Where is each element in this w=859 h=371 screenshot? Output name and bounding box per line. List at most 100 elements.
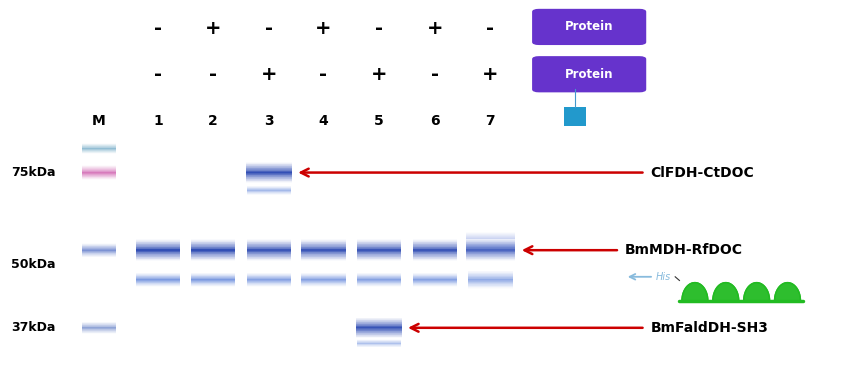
Bar <box>247 244 291 245</box>
Bar <box>302 249 345 250</box>
Bar <box>247 256 291 257</box>
Bar <box>246 181 292 182</box>
Bar <box>356 333 402 334</box>
Bar <box>82 165 116 166</box>
Bar <box>191 281 235 282</box>
Bar <box>82 333 116 334</box>
Bar <box>356 327 402 328</box>
Bar <box>413 243 457 244</box>
Bar <box>466 245 515 246</box>
Bar <box>466 243 515 244</box>
Text: Protein: Protein <box>565 68 613 81</box>
Bar <box>247 276 291 277</box>
Bar <box>246 174 292 175</box>
Bar <box>466 242 515 243</box>
Bar <box>247 282 291 283</box>
Bar <box>82 256 116 257</box>
Bar <box>191 247 235 248</box>
Bar <box>191 242 235 243</box>
Bar <box>356 324 402 325</box>
Bar <box>356 255 401 256</box>
Bar <box>302 254 345 255</box>
Bar <box>247 250 291 251</box>
Bar <box>82 332 116 333</box>
Bar <box>466 251 515 252</box>
Bar <box>466 255 515 256</box>
FancyBboxPatch shape <box>532 9 646 45</box>
Bar <box>247 253 291 254</box>
Bar <box>191 274 235 275</box>
Bar <box>356 242 401 243</box>
Bar <box>136 276 180 277</box>
Polygon shape <box>775 283 801 301</box>
Bar <box>302 240 345 241</box>
Text: -: - <box>375 19 383 38</box>
Bar <box>302 245 345 246</box>
Bar <box>468 280 513 281</box>
Bar <box>302 285 345 286</box>
Bar <box>468 282 513 283</box>
Bar <box>356 337 402 338</box>
Bar <box>82 179 116 180</box>
Bar <box>302 282 345 283</box>
Bar <box>191 280 235 281</box>
Bar <box>356 249 401 250</box>
Bar <box>413 241 457 242</box>
Bar <box>302 280 345 281</box>
Bar <box>82 246 116 247</box>
Bar <box>356 274 401 275</box>
Bar <box>82 171 116 172</box>
Bar <box>191 253 235 254</box>
Bar <box>466 258 515 259</box>
Bar <box>82 249 116 250</box>
Bar <box>466 258 515 259</box>
Bar <box>302 241 345 242</box>
Bar <box>191 243 235 244</box>
Bar <box>466 259 515 260</box>
Bar <box>468 279 513 280</box>
Bar <box>246 165 292 166</box>
Bar <box>302 275 345 276</box>
Bar <box>82 170 116 171</box>
Bar <box>136 257 180 258</box>
Bar <box>466 235 515 236</box>
Text: 5: 5 <box>374 114 384 128</box>
Bar <box>356 329 402 330</box>
Bar <box>246 175 292 176</box>
Bar <box>191 259 235 260</box>
Bar <box>302 259 345 260</box>
Bar <box>82 254 116 255</box>
Bar <box>82 176 116 177</box>
Bar <box>468 278 513 279</box>
Bar <box>82 328 116 329</box>
Bar <box>466 254 515 255</box>
Bar <box>82 245 116 246</box>
Bar <box>413 247 457 248</box>
Bar <box>413 242 457 243</box>
Bar <box>356 279 401 280</box>
Bar <box>356 252 401 253</box>
Bar <box>466 240 515 241</box>
Text: -: - <box>431 65 439 84</box>
Bar <box>468 283 513 284</box>
Bar <box>136 253 180 254</box>
Bar <box>466 241 515 242</box>
Bar <box>82 326 116 327</box>
Bar <box>302 281 345 282</box>
Bar <box>82 324 116 325</box>
Bar <box>82 243 116 244</box>
Bar <box>302 253 345 254</box>
Bar <box>356 251 401 252</box>
Bar <box>82 166 116 167</box>
Bar <box>466 244 515 246</box>
Bar <box>247 285 291 286</box>
Bar <box>302 255 345 256</box>
Bar <box>356 332 402 333</box>
Bar <box>413 274 457 275</box>
Bar <box>413 280 457 281</box>
Bar <box>82 330 116 331</box>
Bar <box>82 169 116 170</box>
Bar <box>413 276 457 277</box>
Bar <box>246 167 292 168</box>
Bar <box>356 257 401 258</box>
